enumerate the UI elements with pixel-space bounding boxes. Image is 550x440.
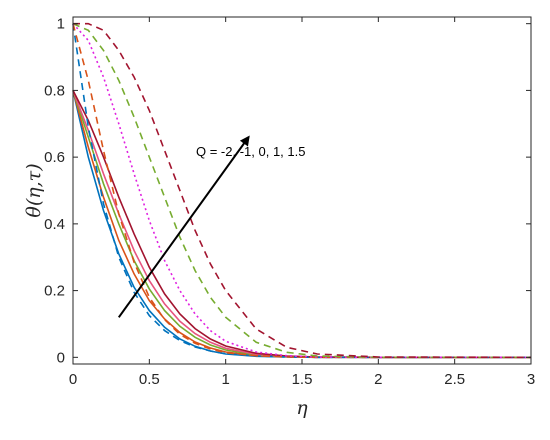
y-tick-label: 0.4	[44, 216, 65, 233]
series-line-1	[72, 90, 531, 359]
annotation-text: Q = -2, -1, 0, 1, 1.5	[196, 144, 305, 159]
series-layer	[72, 22, 532, 359]
y-tick-label: 0.8	[44, 82, 65, 99]
series-line-8	[72, 23, 531, 359]
series-line-7	[72, 23, 531, 359]
y-tick-label: 0.2	[44, 283, 65, 300]
plot-frame	[72, 16, 532, 365]
y-axis-label: θ(η,τ)	[23, 163, 45, 217]
x-tick-label: 2.5	[444, 371, 465, 388]
annotation-arrow	[117, 135, 250, 318]
series-line-3	[72, 90, 531, 359]
x-tick-label: 0.5	[139, 371, 160, 388]
x-tick-label: 2	[374, 371, 382, 388]
y-tick-label: 0.6	[44, 149, 65, 166]
y-tick-label: 0	[57, 349, 65, 366]
series-line-4	[72, 90, 531, 359]
series-line-9	[72, 22, 531, 359]
series-line-5	[72, 90, 531, 359]
series-line-6	[72, 23, 531, 359]
x-tick-label: 1.5	[292, 371, 313, 388]
x-tick-label: 3	[527, 371, 535, 388]
x-tick-label: 0	[69, 371, 77, 388]
series-line-10	[73, 22, 532, 359]
annotation-layer: Q = -2, -1, 0, 1, 1.5	[117, 135, 305, 318]
x-tick-label: 1	[221, 371, 229, 388]
x-axis-label: η	[296, 397, 308, 419]
series-line-2	[72, 90, 531, 359]
y-tick-label: 1	[57, 16, 65, 33]
ticks-layer: 0 0.5 1 1.5 2 2.5 3 0 0.2 0.4 0.6 0.8 1	[44, 16, 535, 388]
